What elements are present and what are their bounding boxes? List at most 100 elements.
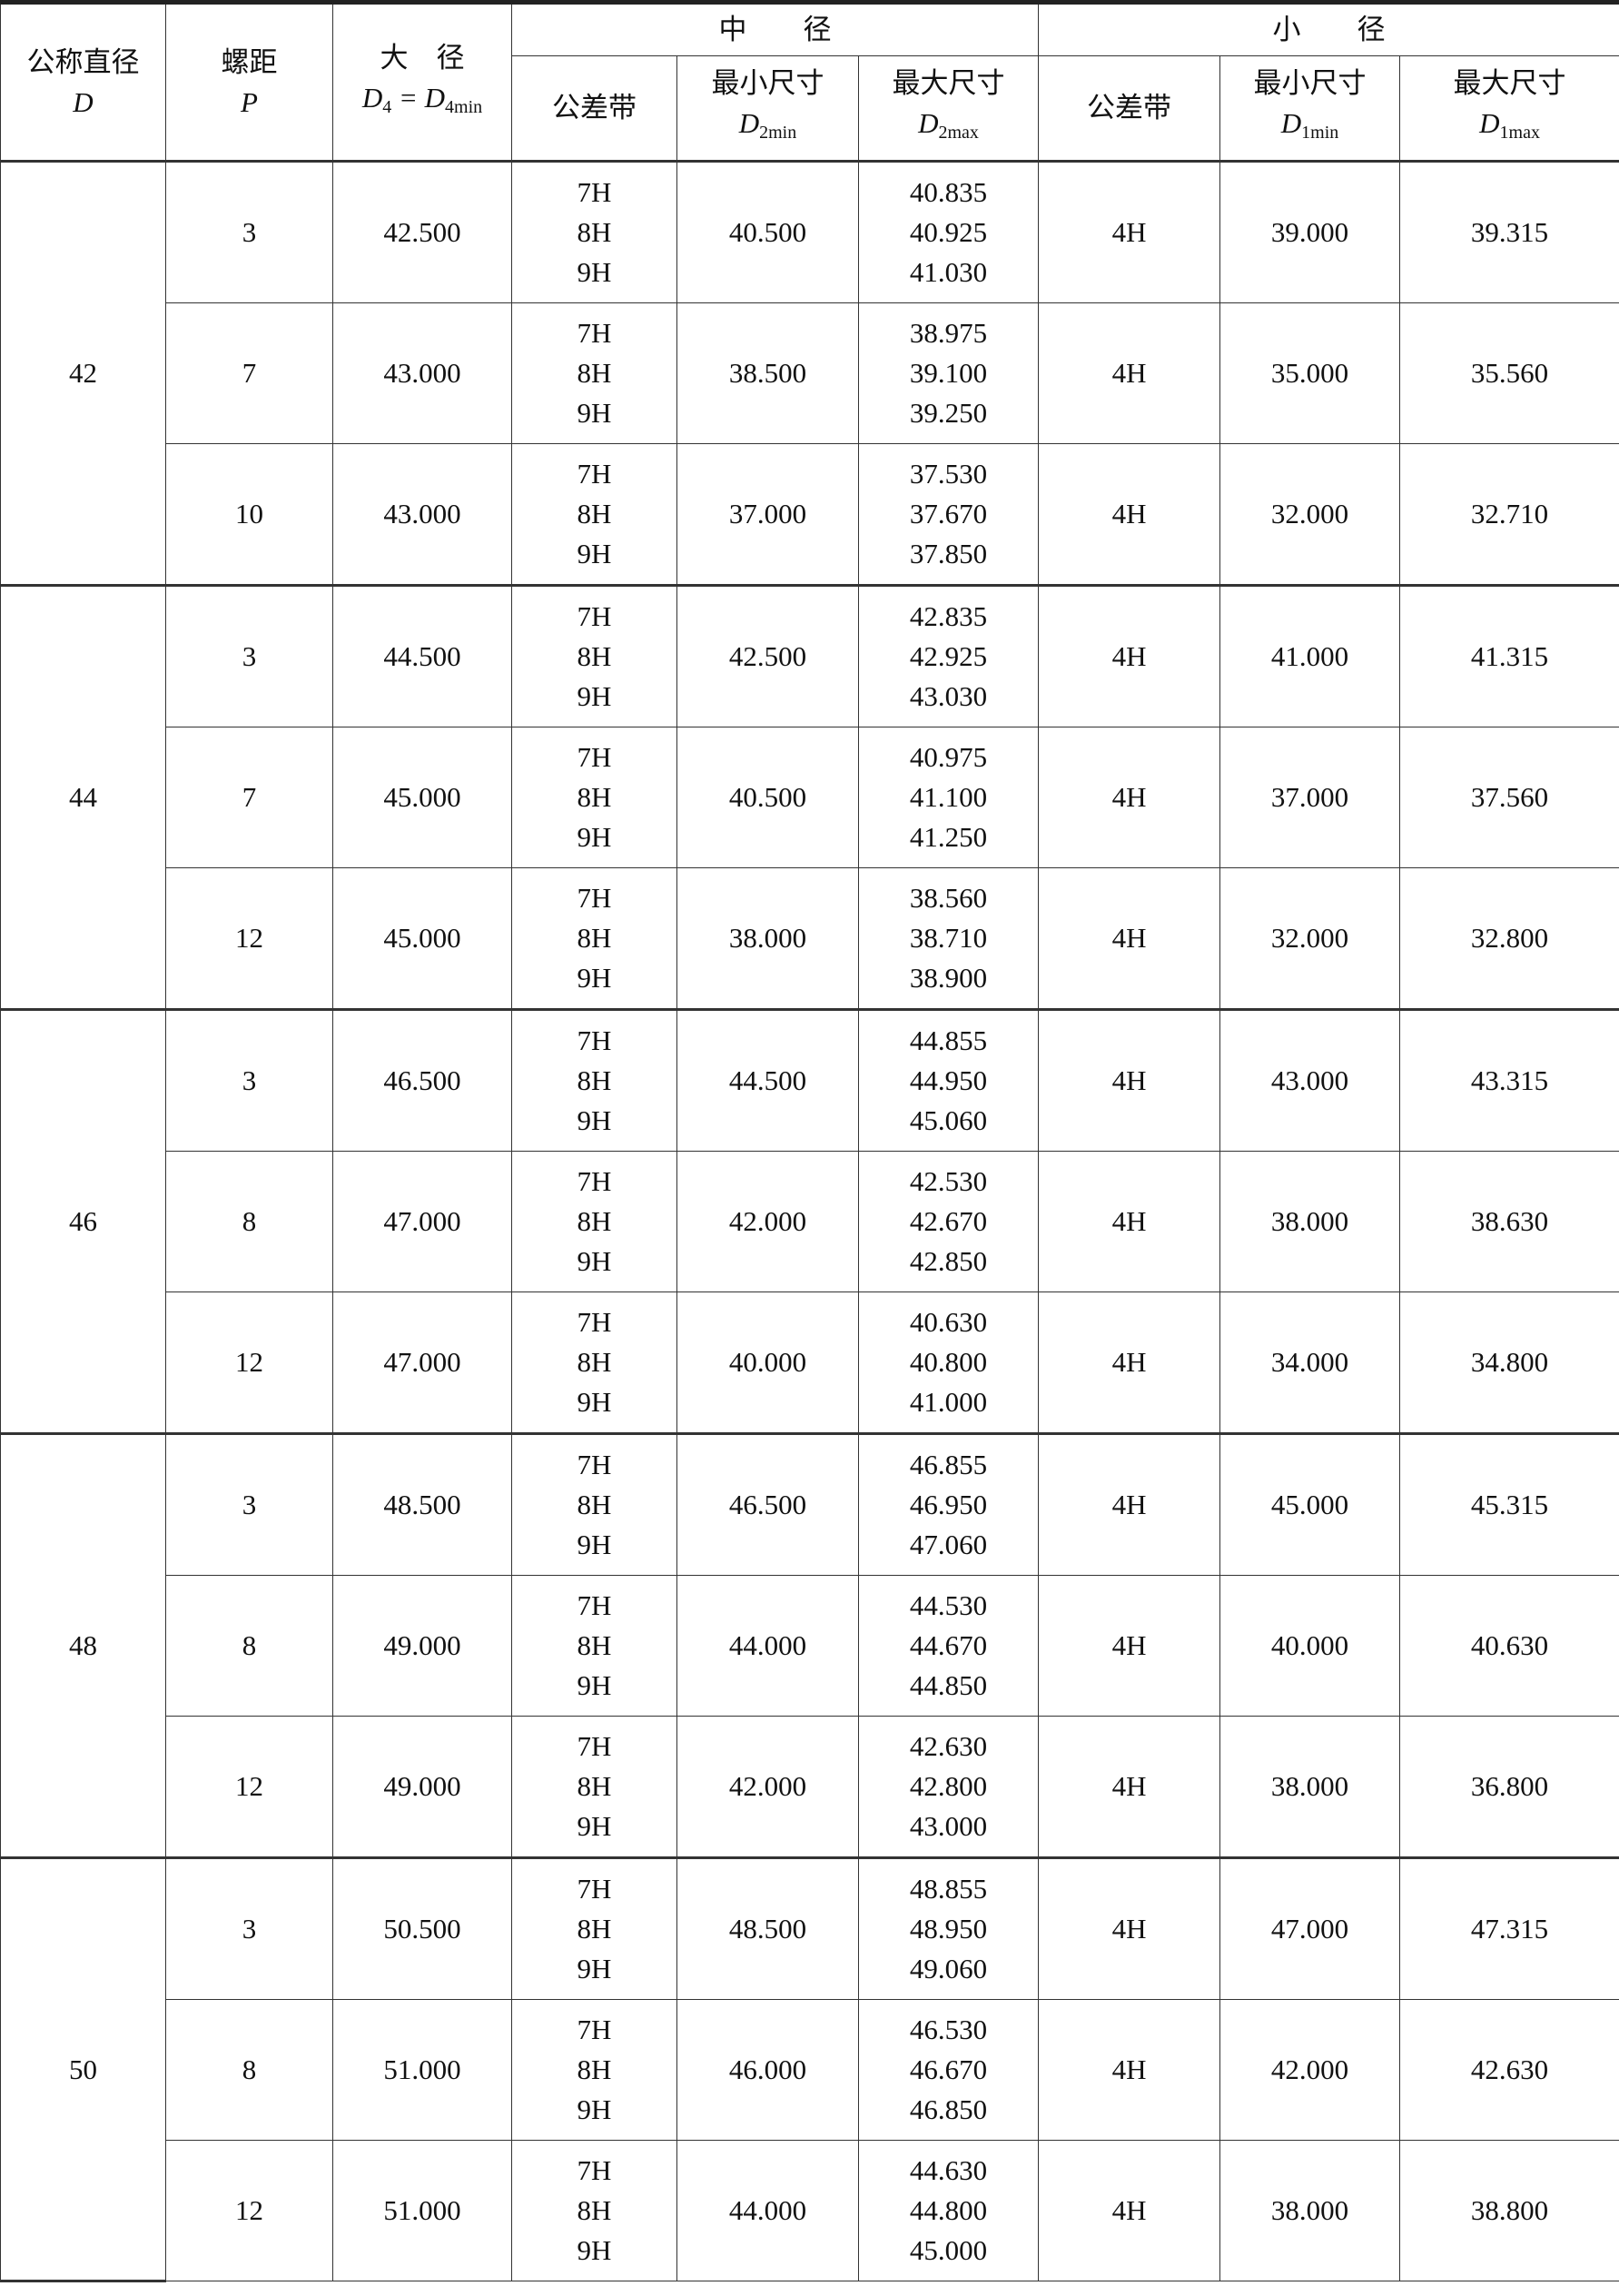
major-diameter-cell: 45.000 bbox=[332, 727, 512, 868]
pitch-tolerance-cell-value: 7H bbox=[577, 2014, 612, 2045]
pitch-max-cell-value: 43.000 bbox=[909, 1810, 988, 1842]
pitch-max-cell-value: 40.975 bbox=[909, 741, 988, 773]
pitch-max-cell-value: 44.670 bbox=[909, 1629, 988, 1661]
pitch-max-cell-value: 42.925 bbox=[909, 640, 988, 672]
minor-tolerance-cell: 4H bbox=[1038, 1151, 1221, 1292]
table-row: 12 49.000 7H 8H 9H 42.000 42.630 42.800 43.000 4H… bbox=[1, 1716, 1619, 1858]
header-minor-diameter: 小 径 bbox=[1038, 2, 1619, 56]
pitch-tolerance-cell: 7H 8H 9H bbox=[511, 1716, 677, 1858]
pitch-tolerance-cell: 7H 8H 9H bbox=[511, 1151, 677, 1292]
minor-min-cell: 42.000 bbox=[1219, 1999, 1401, 2141]
pitch-tolerance-cell-value: 9H bbox=[577, 2093, 612, 2125]
header-pitch-tol: 公差带 bbox=[511, 55, 677, 163]
minor-min-cell: 35.000 bbox=[1219, 302, 1401, 444]
pitch-min-cell: 44.000 bbox=[676, 1575, 859, 1717]
pitch-tolerance-cell: 7H 8H 9H bbox=[511, 2140, 677, 2281]
minor-min-cell: 47.000 bbox=[1219, 1856, 1401, 2000]
minor-min-cell: 40.000 bbox=[1219, 1575, 1401, 1717]
pitch-tolerance-cell-value: 8H bbox=[577, 357, 612, 389]
pitch-cell: 7 bbox=[165, 302, 333, 444]
pitch-cell: 3 bbox=[165, 584, 333, 727]
pitch-tolerance-cell-value: 7H bbox=[577, 2154, 612, 2186]
major-diameter-cell: 44.500 bbox=[332, 584, 512, 727]
major-diameter-cell: 43.000 bbox=[332, 302, 512, 444]
pitch-max-cell-value: 44.800 bbox=[909, 2194, 988, 2226]
pitch-min-cell: 40.500 bbox=[676, 160, 859, 303]
pitch-tolerance-cell-value: 9H bbox=[577, 1669, 612, 1701]
pitch-max-cell-value: 41.030 bbox=[909, 256, 988, 288]
pitch-tolerance-cell-value: 7H bbox=[577, 1449, 612, 1480]
pitch-tolerance-cell: 7H 8H 9H bbox=[511, 443, 677, 586]
pitch-cell: 8 bbox=[165, 1151, 333, 1292]
table-row: 44 3 44.500 7H 8H 9H 42.500 42.835 42.925 43.030 4… bbox=[0, 584, 1619, 1011]
minor-tolerance-cell: 4H bbox=[1038, 727, 1221, 868]
pitch-max-cell: 48.855 48.950 49.060 bbox=[857, 1856, 1040, 2000]
pitch-tolerance-cell-value: 7H bbox=[577, 741, 612, 773]
pitch-max-cell-value: 44.850 bbox=[909, 1669, 988, 1701]
pitch-tolerance-cell-value: 7H bbox=[577, 458, 612, 490]
minor-max-cell: 47.315 bbox=[1399, 1856, 1619, 2000]
minor-min-cell: 41.000 bbox=[1219, 584, 1401, 727]
major-diameter-cell: 50.500 bbox=[332, 1856, 512, 2000]
minor-max-cell: 40.630 bbox=[1399, 1575, 1619, 1717]
pitch-tolerance-cell: 7H 8H 9H bbox=[511, 302, 677, 444]
pitch-tolerance-cell: 7H 8H 9H bbox=[511, 160, 677, 303]
pitch-max-cell: 44.855 44.950 45.060 bbox=[857, 1008, 1040, 1152]
minor-max-cell: 32.800 bbox=[1399, 867, 1619, 1010]
pitch-max-cell-value: 48.950 bbox=[909, 1913, 988, 1945]
minor-min-cell: 43.000 bbox=[1219, 1008, 1401, 1152]
pitch-min-cell: 42.000 bbox=[676, 1716, 859, 1858]
pitch-max-cell: 38.560 38.710 38.900 bbox=[857, 867, 1040, 1010]
pitch-tolerance-cell-value: 7H bbox=[577, 882, 612, 914]
header-pitch-max: 最大尺寸 D2max bbox=[857, 55, 1040, 163]
minor-min-cell: 32.000 bbox=[1219, 443, 1401, 586]
pitch-tolerance-cell: 7H 8H 9H bbox=[511, 1432, 677, 1576]
pitch-tolerance-cell: 7H 8H 9H bbox=[511, 584, 677, 727]
pitch-tolerance-cell: 7H 8H 9H bbox=[511, 1008, 677, 1152]
pitch-tolerance-cell-value: 7H bbox=[577, 1873, 612, 1905]
table-row: 12 47.000 7H 8H 9H 40.000 40.630 40.800 41.000 4H… bbox=[1, 1292, 1619, 1434]
major-diameter-cell: 45.000 bbox=[332, 867, 512, 1010]
minor-tolerance-cell: 4H bbox=[1038, 867, 1221, 1010]
pitch-min-cell: 40.000 bbox=[676, 1292, 859, 1434]
pitch-tolerance-cell-value: 9H bbox=[577, 1104, 612, 1136]
pitch-min-cell: 46.000 bbox=[676, 1999, 859, 2141]
pitch-min-cell: 40.500 bbox=[676, 727, 859, 868]
minor-tolerance-cell: 4H bbox=[1038, 1432, 1221, 1576]
pitch-tolerance-cell: 7H 8H 9H bbox=[511, 1856, 677, 2000]
pitch-max-cell-value: 47.060 bbox=[909, 1529, 988, 1560]
pitch-tolerance-cell-value: 8H bbox=[577, 1770, 612, 1802]
pitch-max-cell-value: 42.850 bbox=[909, 1245, 988, 1277]
pitch-tolerance-cell-value: 9H bbox=[577, 1245, 612, 1277]
pitch-min-cell: 44.000 bbox=[676, 2140, 859, 2281]
pitch-max-cell-value: 49.060 bbox=[909, 1953, 988, 1984]
minor-max-cell: 38.630 bbox=[1399, 1151, 1619, 1292]
major-diameter-cell: 42.500 bbox=[332, 160, 512, 303]
pitch-max-cell-value: 43.030 bbox=[909, 680, 988, 712]
pitch-tolerance-cell-value: 7H bbox=[577, 1730, 612, 1762]
pitch-min-cell: 42.000 bbox=[676, 1151, 859, 1292]
pitch-max-cell-value: 39.100 bbox=[909, 357, 988, 389]
minor-min-cell: 32.000 bbox=[1219, 867, 1401, 1010]
minor-max-cell: 36.800 bbox=[1399, 1716, 1619, 1858]
table-row: 10 43.000 7H 8H 9H 37.000 37.530 37.670 37.850 4H… bbox=[1, 443, 1619, 586]
pitch-max-cell: 44.630 44.800 45.000 bbox=[857, 2140, 1040, 2281]
pitch-cell: 3 bbox=[165, 1856, 333, 2000]
minor-min-cell: 37.000 bbox=[1219, 727, 1401, 868]
pitch-tolerance-cell-value: 9H bbox=[577, 2234, 612, 2266]
pitch-tolerance-cell: 7H 8H 9H bbox=[511, 867, 677, 1010]
pitch-min-cell: 42.500 bbox=[676, 584, 859, 727]
minor-max-cell: 32.710 bbox=[1399, 443, 1619, 586]
pitch-tolerance-cell-value: 9H bbox=[577, 538, 612, 569]
minor-tolerance-cell: 4H bbox=[1038, 2140, 1221, 2281]
pitch-tolerance-cell-value: 7H bbox=[577, 1589, 612, 1621]
pitch-cell: 10 bbox=[165, 443, 333, 586]
minor-max-cell: 37.560 bbox=[1399, 727, 1619, 868]
table-row: 8 47.000 7H 8H 9H 42.000 42.530 42.670 42.850 4H 3… bbox=[1, 1151, 1619, 1292]
major-diameter-cell: 43.000 bbox=[332, 443, 512, 586]
table-row: 50 3 50.500 7H 8H 9H 48.500 48.855 48.950 49.060 4… bbox=[0, 1856, 1619, 2282]
pitch-max-cell-value: 37.670 bbox=[909, 498, 988, 529]
table-row: 8 49.000 7H 8H 9H 44.000 44.530 44.670 44.850 4H 4… bbox=[1, 1575, 1619, 1717]
header-nominal-diameter: 公称直径 D bbox=[0, 2, 166, 163]
pitch-min-cell: 48.500 bbox=[676, 1856, 859, 2000]
